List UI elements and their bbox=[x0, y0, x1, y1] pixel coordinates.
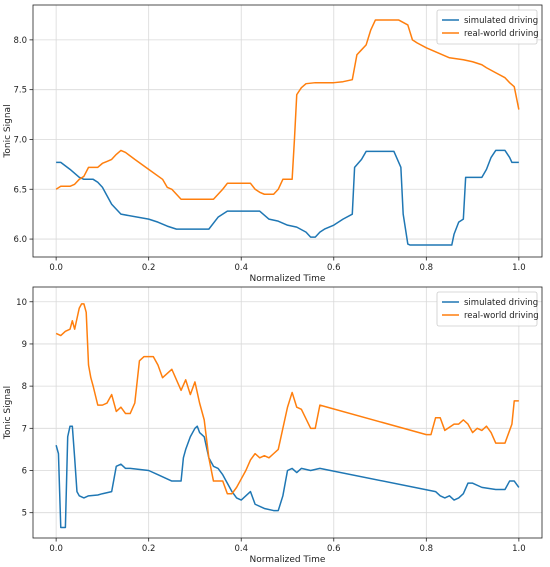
x-tick-label: 1.0 bbox=[512, 263, 526, 273]
x-tick-label: 0.4 bbox=[234, 263, 248, 273]
y-tick-label: 6.0 bbox=[13, 235, 27, 245]
legend-label-real-world: real-world driving bbox=[464, 311, 539, 321]
x-tick-label: 0.2 bbox=[142, 263, 156, 273]
legend-box bbox=[436, 9, 538, 45]
x-axis-label: Normalized Time bbox=[250, 274, 326, 284]
legend-label-simulated: simulated driving bbox=[464, 298, 538, 308]
y-tick-label: 9 bbox=[22, 340, 27, 350]
legend-box bbox=[436, 291, 538, 327]
x-tick-label: 0.0 bbox=[49, 263, 63, 273]
x-tick-label: 0.4 bbox=[234, 544, 248, 554]
axes-frame bbox=[32, 286, 543, 539]
series-line-simulated bbox=[55, 425, 520, 529]
y-tick-label: 7 bbox=[22, 424, 27, 434]
y-tick-label: 6.5 bbox=[13, 185, 27, 195]
series-line-real-world bbox=[55, 303, 519, 495]
y-axis-label: Tonic Signal bbox=[3, 104, 13, 158]
y-tick-label: 5 bbox=[22, 509, 27, 519]
x-tick-label: 1.0 bbox=[512, 544, 526, 554]
axes-frame bbox=[32, 4, 543, 258]
chart-panel-1: 0.0 0.2 0.4 0.6 0.8 1.0 6.0 6.5 7.0 7.5 8.0 Normali… bbox=[3, 4, 543, 284]
x-tick-label: 0.8 bbox=[420, 263, 434, 273]
y-tick-label: 7.0 bbox=[13, 135, 27, 145]
y-tick-label: 10 bbox=[16, 298, 27, 308]
x-tick-label: 0.6 bbox=[327, 544, 341, 554]
series-line-simulated bbox=[56, 149, 519, 246]
legend-label-simulated: simulated driving bbox=[464, 16, 538, 26]
y-tick-label: 8.0 bbox=[13, 36, 27, 46]
legend: simulated driving real-world driving bbox=[436, 9, 539, 45]
x-tick-label: 0.2 bbox=[142, 544, 156, 554]
legend-label-real-world: real-world driving bbox=[464, 29, 539, 39]
y-axis-label: Tonic Signal bbox=[3, 386, 13, 440]
series-line-real-world bbox=[55, 19, 520, 200]
x-axis-label: Normalized Time bbox=[250, 555, 326, 565]
y-tick-label: 7.5 bbox=[13, 86, 27, 96]
legend: simulated driving real-world driving bbox=[436, 291, 539, 327]
y-tick-label: 8 bbox=[22, 382, 27, 392]
x-tick-label: 0.6 bbox=[327, 263, 341, 273]
y-tick-label: 6 bbox=[22, 467, 27, 477]
x-tick-label: 0.8 bbox=[420, 544, 434, 554]
chart-panel-2: 0.0 0.2 0.4 0.6 0.8 1.0 5 6 7 8 9 10 Normalized Time… bbox=[3, 286, 543, 565]
x-tick-label: 0.0 bbox=[49, 544, 63, 554]
